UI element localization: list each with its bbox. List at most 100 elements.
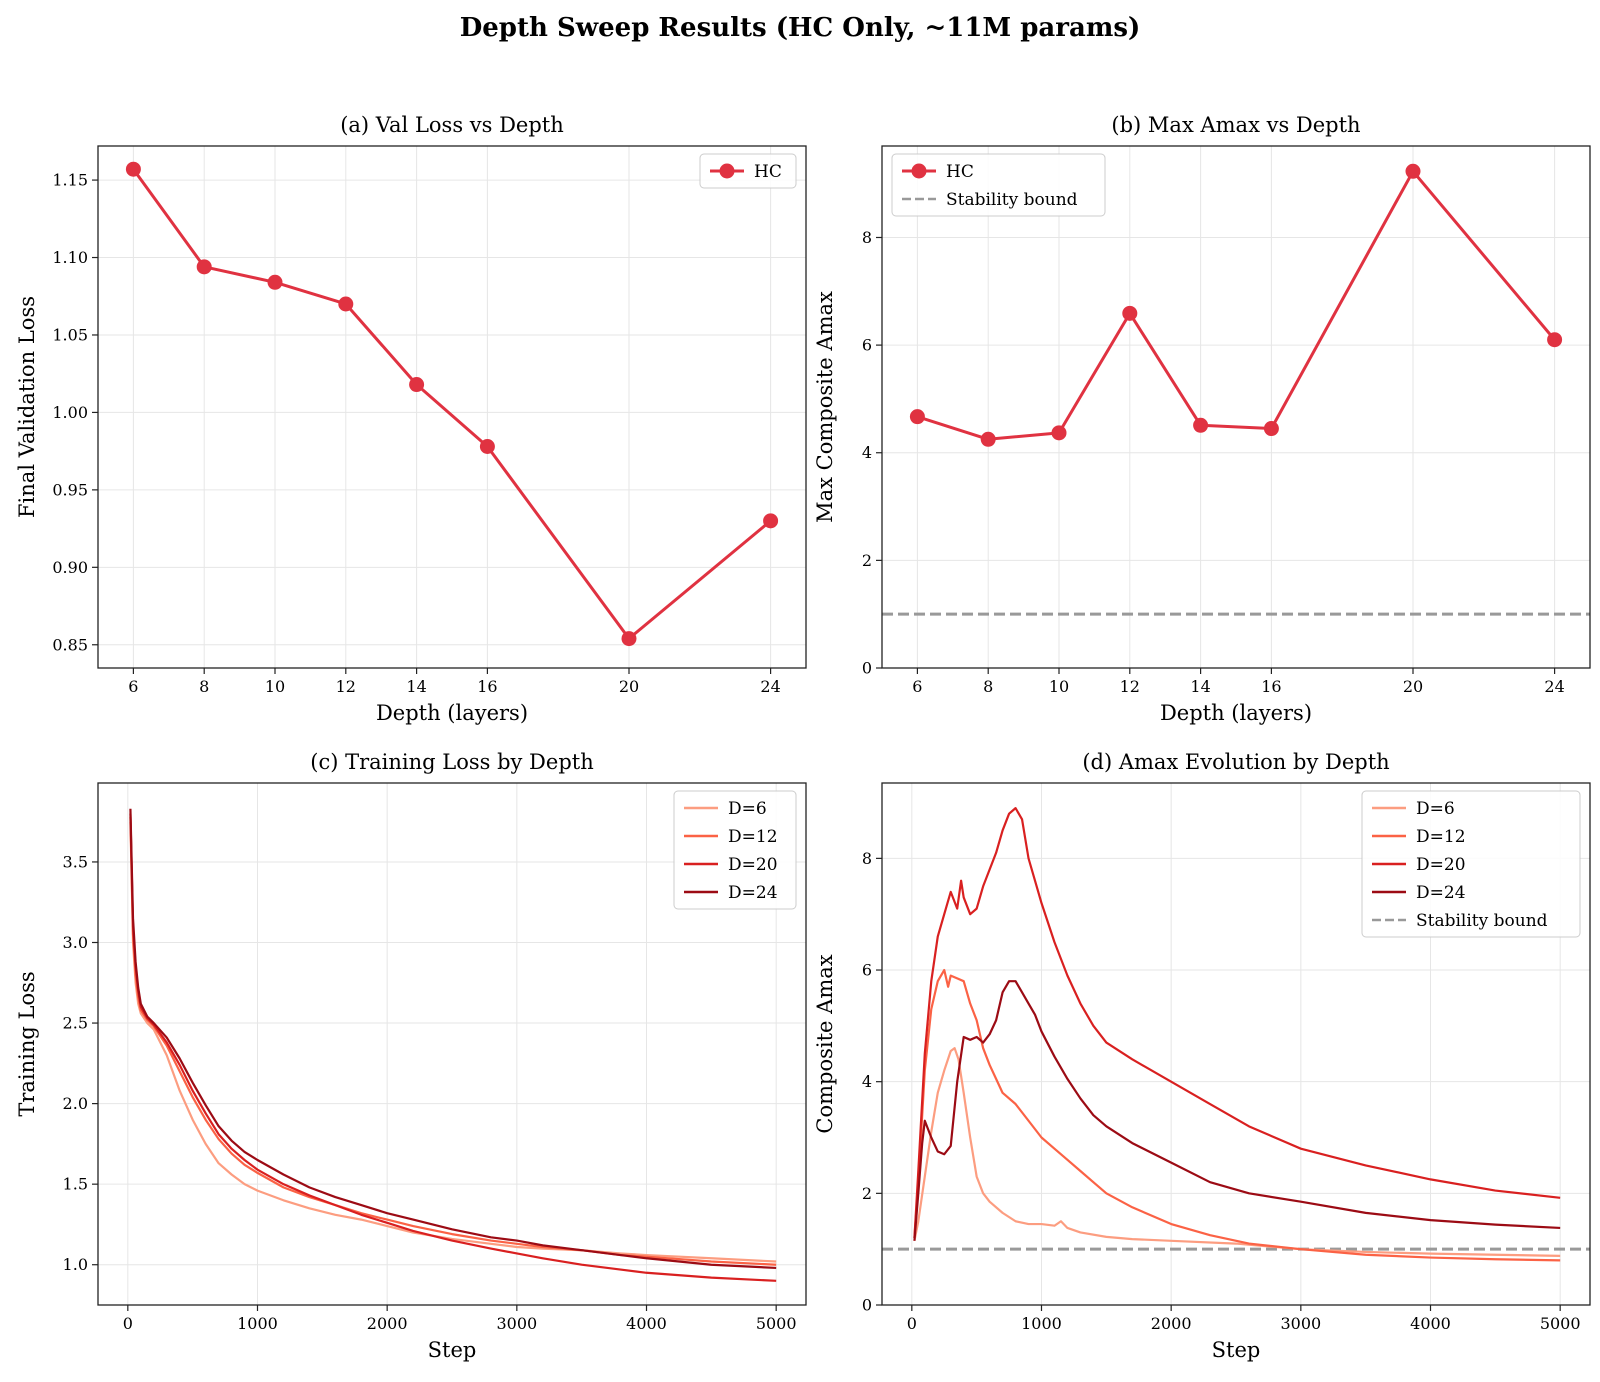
data-point-24	[763, 513, 779, 529]
y-tick-label: 0.90	[52, 558, 88, 577]
axes-frame	[97, 782, 807, 1306]
legend-item: HC	[710, 162, 782, 182]
legend-item: Stability bound	[1372, 911, 1548, 931]
plot-area	[129, 808, 777, 1282]
legend-label: Stability bound	[946, 190, 1078, 210]
series-line-d24	[129, 808, 777, 1270]
x-axis-label: Depth (layers)	[1160, 701, 1312, 725]
legend-label: D=6	[1416, 799, 1455, 819]
y-tick-label: 1.00	[52, 403, 88, 422]
axes-frame	[881, 782, 1591, 1306]
x-axis-label: Step	[428, 1338, 477, 1362]
legend-item: D=24	[684, 883, 778, 903]
legend-marker-swatch	[911, 163, 927, 179]
series-line-d20	[913, 807, 1561, 1239]
legend-item: D=6	[1372, 799, 1455, 819]
data-point-16	[479, 438, 495, 454]
axes-frame	[881, 145, 1591, 669]
y-axis-label: Composite Amax	[813, 954, 837, 1133]
legend-box	[673, 790, 797, 910]
x-tick-label: 0	[907, 1314, 917, 1333]
legend-item: D=6	[684, 799, 767, 819]
legend: HC	[699, 153, 797, 189]
legend-label: D=12	[728, 827, 778, 847]
x-tick-label: 12	[1120, 677, 1140, 696]
y-tick-label: 0.95	[52, 480, 88, 499]
y-tick-label: 2	[862, 1184, 872, 1203]
y-tick-label: 0	[862, 659, 872, 678]
legend-marker-swatch	[719, 163, 735, 179]
x-tick-label: 14	[406, 677, 426, 696]
x-tick-label: 1000	[237, 1314, 278, 1333]
legend-label: D=24	[1416, 883, 1466, 903]
x-tick-label: 6	[128, 677, 138, 696]
legend-label: HC	[946, 162, 974, 182]
y-axis-label: Max Composite Amax	[813, 291, 837, 523]
y-axis-label: Final Validation Loss	[15, 296, 39, 518]
plot-area	[132, 168, 772, 641]
series-line-d6	[129, 821, 777, 1263]
y-tick-label: 6	[862, 336, 872, 355]
legend-item: Stability bound	[902, 190, 1078, 210]
legend-item: D=20	[684, 855, 778, 875]
y-tick-label: 8	[862, 849, 872, 868]
x-tick-label: 20	[619, 677, 639, 696]
y-tick-label: 0	[862, 1296, 872, 1315]
legend-label: HC	[754, 162, 782, 182]
grid	[98, 146, 806, 668]
panel-d-amax-evolution-by-depth: 0 1000 2000 3000 4000 5000 0 2 4 6 8 (d) Amax Evolu…	[813, 750, 1591, 1362]
x-tick-label: 8	[983, 677, 993, 696]
x-tick-label: 16	[477, 677, 497, 696]
x-tick-label: 20	[1403, 677, 1423, 696]
y-tick-label: 1.15	[52, 171, 88, 190]
data-point-24	[1547, 332, 1563, 348]
plot-area	[882, 807, 1590, 1262]
panel-title: (c) Training Loss by Depth	[310, 750, 593, 774]
y-tick-label: 6	[862, 961, 872, 980]
legend-box	[699, 153, 797, 189]
x-tick-label: 3000	[496, 1314, 537, 1333]
figure-suptitle: Depth Sweep Results (HC Only, ~11M param…	[460, 13, 1141, 43]
y-tick-label: 1.10	[52, 248, 88, 267]
x-axis-label: Depth (layers)	[376, 701, 528, 725]
data-point-12	[338, 296, 354, 312]
data-point-10	[267, 274, 283, 290]
legend-label: D=24	[728, 883, 778, 903]
data-point-6	[909, 409, 925, 425]
data-point-10	[1051, 425, 1067, 441]
legend-item: D=24	[1372, 883, 1466, 903]
y-tick-label: 1.5	[63, 1175, 88, 1194]
x-tick-label: 4000	[626, 1314, 667, 1333]
series-line-d12	[913, 968, 1561, 1262]
x-tick-label: 3000	[1280, 1314, 1321, 1333]
series-line-hc	[132, 168, 772, 641]
legend: D=6 D=12 D=20 D=24	[673, 790, 797, 910]
y-tick-label: 4	[862, 1072, 872, 1091]
series-line-hc	[916, 169, 1556, 441]
series-line-d24	[913, 980, 1561, 1241]
panel-a-val-loss-vs-depth: 6 8 10 12 14 16 20 24 0.85 0.90 0.95 1.00 1.05 1.10 1.…	[15, 113, 807, 725]
x-tick-label: 2000	[1151, 1314, 1192, 1333]
legend: D=6 D=12 D=20 D=24 Stability bound	[1361, 790, 1581, 938]
y-tick-label: 4	[862, 443, 872, 462]
y-axis-label: Training Loss	[15, 971, 39, 1116]
x-tick-label: 8	[199, 677, 209, 696]
x-tick-label: 5000	[1540, 1314, 1581, 1333]
axes-frame	[97, 145, 807, 669]
x-tick-label: 10	[265, 677, 285, 696]
y-tick-label: 1.05	[52, 325, 88, 344]
grid	[882, 146, 1590, 669]
legend-label: Stability bound	[1416, 911, 1548, 931]
data-point-20	[621, 631, 637, 647]
y-tick-label: 8	[862, 228, 872, 247]
x-tick-label: 10	[1049, 677, 1069, 696]
legend-item: D=20	[1372, 855, 1466, 875]
x-tick-label: 2000	[367, 1314, 408, 1333]
y-tick-label: 1.0	[63, 1255, 88, 1274]
x-tick-label: 6	[912, 677, 922, 696]
x-tick-label: 12	[336, 677, 356, 696]
x-tick-label: 24	[1544, 677, 1564, 696]
legend-label: D=20	[1416, 855, 1466, 875]
legend-label: D=20	[728, 855, 778, 875]
